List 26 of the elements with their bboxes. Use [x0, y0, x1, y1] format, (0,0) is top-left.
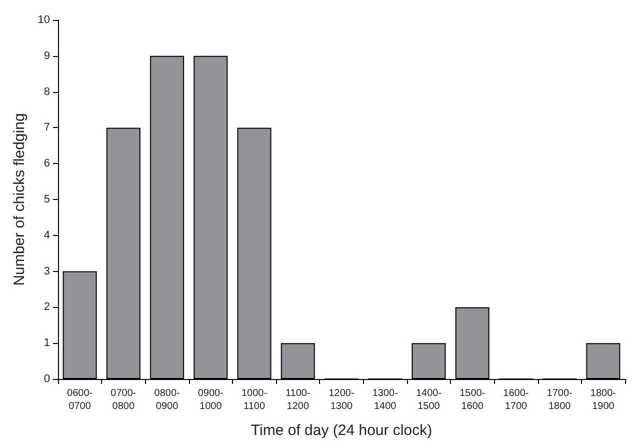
y-tick-label: 1: [44, 337, 50, 350]
x-tick-label: 1500-1600: [460, 388, 486, 412]
y-tick-label: 9: [44, 50, 50, 62]
x-tick-label: 0700-0800: [110, 388, 136, 412]
x-tick-label: 1300-1400: [372, 388, 398, 412]
y-tick-label: 6: [44, 158, 50, 170]
x-tick-label: 0800-0900: [154, 388, 180, 412]
y-tick-label: 5: [44, 194, 50, 206]
x-tick-label: 1000-1100: [241, 388, 268, 412]
y-tick-label: 7: [44, 122, 50, 134]
x-tick-label: 0900-1000: [198, 388, 224, 412]
y-tick-label: 2: [44, 301, 50, 314]
x-tick-label: 1200-1300: [328, 388, 354, 412]
y-tick-label: 0: [44, 373, 50, 385]
x-tick-label: 1100-1200: [285, 388, 310, 412]
x-tick-label: 1600-1700: [503, 388, 529, 412]
x-tick-label: 0600-0700: [67, 388, 93, 412]
x-tick-label: 1800-1900: [590, 388, 616, 412]
y-tick-label: 3: [44, 265, 50, 278]
y-axis-title: Number of chicks fledging: [10, 113, 28, 286]
y-tick-label: 10: [38, 14, 50, 26]
x-tick-label: 1400-1500: [416, 388, 442, 412]
x-axis-title: Time of day (24 hour clock): [250, 422, 432, 439]
x-tick-label: 1700-1800: [546, 388, 572, 412]
y-tick-label: 4: [44, 229, 50, 242]
y-tick-label: 8: [44, 86, 50, 98]
